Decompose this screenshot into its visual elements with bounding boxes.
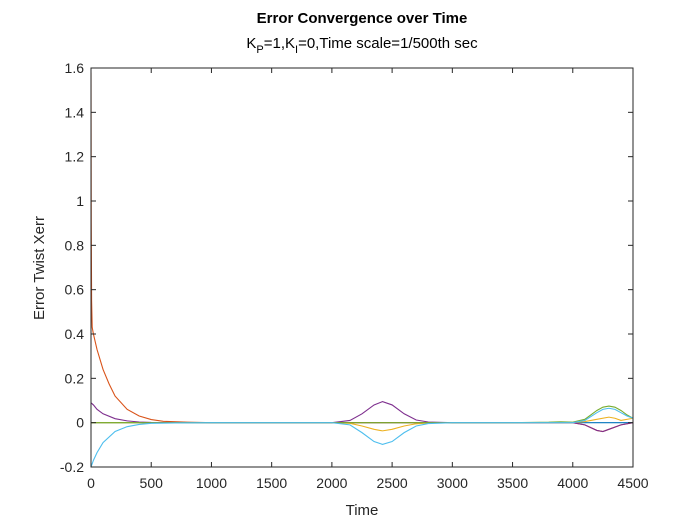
y-tick-label: 1.6: [65, 60, 85, 76]
x-tick-label: 3000: [437, 475, 468, 491]
chart-subtitle: KP=1,KI=0,Time scale=1/500th sec: [246, 35, 478, 56]
x-tick-label: 4500: [617, 475, 648, 491]
y-tick-label: 1: [76, 193, 84, 209]
y-tick-label: -0.2: [60, 459, 84, 475]
x-tick-label: 0: [87, 475, 95, 491]
plot-area: 0 500 1000 1500 2000 2500 3000 3500 4000 4500 -0.2…: [60, 60, 649, 491]
x-axis-label: Time: [346, 502, 379, 519]
y-tick-label: 0.2: [65, 370, 85, 386]
y-tick-label: 0.4: [65, 326, 85, 342]
y-tick-label: 1.4: [65, 104, 85, 120]
subtitle-ki-part: =1,K: [264, 35, 295, 52]
y-axis-label: Error Twist Xerr: [31, 216, 48, 320]
x-tick-label: 3500: [497, 475, 528, 491]
x-tick-label: 500: [140, 475, 164, 491]
chart-title: Error Convergence over Time: [257, 10, 468, 27]
subtitle-ki-sub: I: [295, 44, 298, 56]
subtitle-kp-sub: P: [256, 44, 263, 56]
series-line-2: [91, 72, 633, 433]
y-tick-label: 0.6: [65, 282, 85, 298]
y-tick-label: 0: [76, 415, 84, 431]
y-tick-label: 0.8: [65, 237, 85, 253]
subtitle-kp-base: K: [246, 35, 256, 52]
x-tick-label: 4000: [557, 475, 588, 491]
y-tick-label: 1.2: [65, 149, 85, 165]
x-tick-label: 1000: [196, 475, 227, 491]
series-line-3: [91, 416, 633, 432]
x-tick-label: 1500: [256, 475, 287, 491]
x-tick-label: 2000: [316, 475, 347, 491]
series-line-6: [91, 407, 633, 467]
axes-box: [90, 67, 634, 468]
x-tick-label: 2500: [377, 475, 408, 491]
series-line-4: [91, 401, 633, 433]
subtitle-rest: =0,Time scale=1/500th sec: [298, 35, 478, 52]
